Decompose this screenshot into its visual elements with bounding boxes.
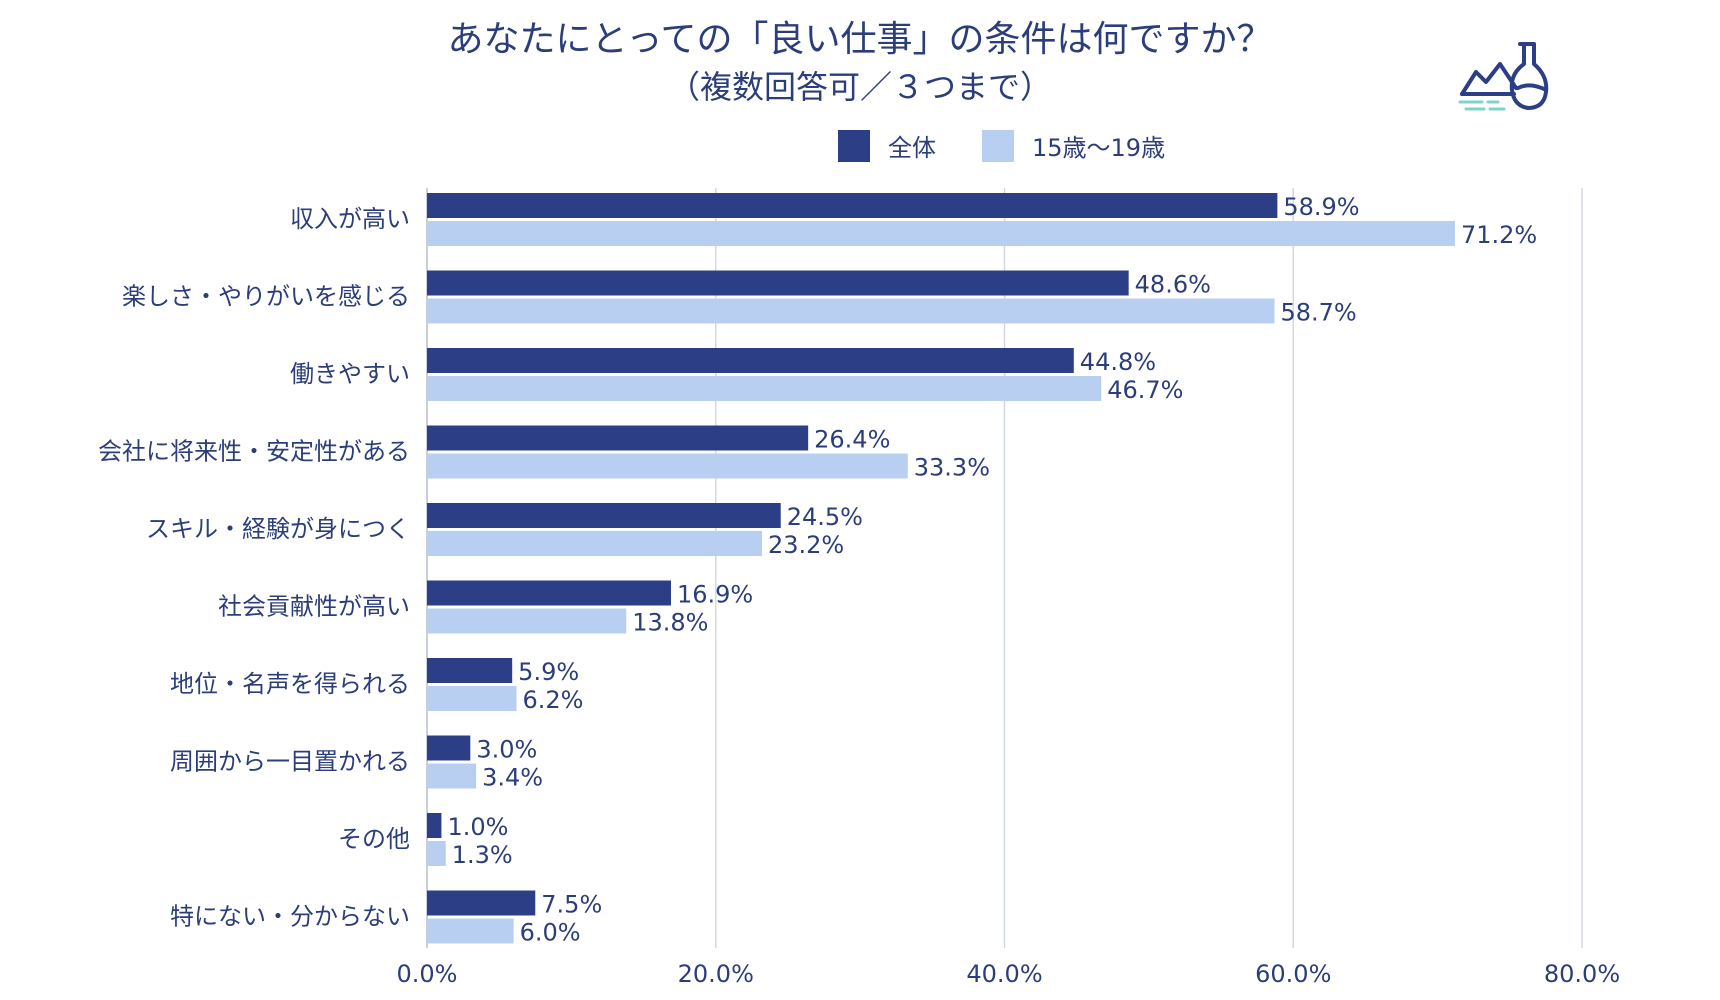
bar-all xyxy=(427,736,470,761)
bar-all xyxy=(427,581,671,606)
data-label-teens: 58.7% xyxy=(1280,299,1356,327)
data-label-teens: 3.4% xyxy=(482,764,543,792)
data-label-all: 7.5% xyxy=(541,891,602,919)
x-tick-label: 0.0% xyxy=(397,960,458,988)
x-tick-label: 80.0% xyxy=(1544,960,1620,988)
data-label-teens: 13.8% xyxy=(632,609,708,637)
bar-all xyxy=(427,426,808,451)
bar-teens xyxy=(427,764,476,789)
data-label-all: 48.6% xyxy=(1135,271,1211,299)
category-label: 地位・名声を得られる xyxy=(170,670,410,698)
category-label: 周囲から一目置かれる xyxy=(170,748,410,776)
data-label-teens: 33.3% xyxy=(914,454,990,482)
category-label: 特にない・分からない xyxy=(170,903,410,931)
bar-all xyxy=(427,658,512,683)
bar-all xyxy=(427,193,1277,218)
bar-teens xyxy=(427,299,1274,324)
bar-teens xyxy=(427,841,446,866)
data-label-teens: 23.2% xyxy=(768,531,844,559)
data-label-teens: 1.3% xyxy=(452,841,513,869)
bar-all xyxy=(427,891,535,916)
data-label-all: 3.0% xyxy=(476,736,537,764)
data-label-teens: 71.2% xyxy=(1461,221,1537,249)
data-label-all: 26.4% xyxy=(814,426,890,454)
x-tick-label: 60.0% xyxy=(1255,960,1331,988)
category-label: 働きやすい xyxy=(290,360,410,388)
category-label: その他 xyxy=(338,825,410,853)
bar-teens xyxy=(427,686,517,711)
data-label-teens: 46.7% xyxy=(1107,376,1183,404)
category-label: 収入が高い xyxy=(290,205,410,233)
data-label-teens: 6.0% xyxy=(520,919,581,947)
category-label: 会社に将来性・安定性がある xyxy=(98,438,410,466)
data-label-all: 44.8% xyxy=(1080,348,1156,376)
bar-teens xyxy=(427,919,514,944)
data-label-all: 1.0% xyxy=(447,813,508,841)
bar-teens xyxy=(427,221,1455,246)
data-label-all: 58.9% xyxy=(1283,193,1359,221)
bar-teens xyxy=(427,376,1101,401)
bar-chart: 0.0% 20.0% 40.0% 60.0% 80.0% 収入が高い 58.9% 71.2% 楽… xyxy=(0,0,1720,1000)
category-label: 社会貢献性が高い xyxy=(218,593,410,621)
bar-all xyxy=(427,813,441,838)
bar-all xyxy=(427,271,1129,296)
category-label: 楽しさ・やりがいを感じる xyxy=(122,283,410,311)
x-tick-label: 20.0% xyxy=(678,960,754,988)
data-label-all: 16.9% xyxy=(677,581,753,609)
category-label: スキル・経験が身につく xyxy=(146,515,410,543)
bar-teens xyxy=(427,609,626,634)
bar-teens xyxy=(427,454,908,479)
bar-all xyxy=(427,503,781,528)
data-label-all: 5.9% xyxy=(518,658,579,686)
bar-all xyxy=(427,348,1074,373)
data-label-all: 24.5% xyxy=(787,503,863,531)
x-tick-label: 40.0% xyxy=(966,960,1042,988)
bar-teens xyxy=(427,531,762,556)
data-label-teens: 6.2% xyxy=(523,686,584,714)
